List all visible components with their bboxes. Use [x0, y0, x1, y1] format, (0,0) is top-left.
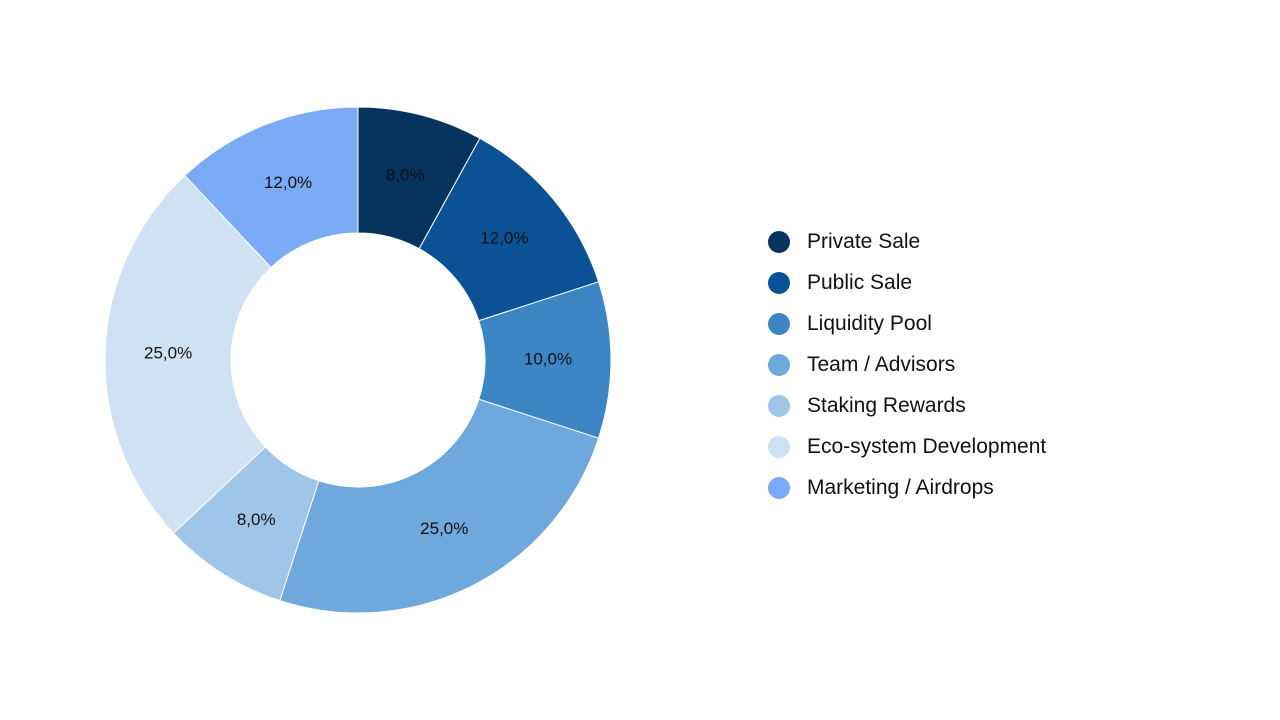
slice-label-liquidity-pool: 10,0% [524, 349, 572, 368]
legend-item-private-sale: Private Sale [768, 221, 1046, 262]
legend-label: Eco-system Development [807, 434, 1047, 458]
legend-label: Liquidity Pool [807, 311, 932, 335]
slice-label-staking-rewards: 8,0% [237, 510, 276, 529]
legend-label: Public Sale [807, 270, 913, 294]
slice-team-advisors [279, 398, 600, 614]
legend-label: Private Sale [807, 229, 921, 253]
slice-label-eco-system-development: 25,0% [144, 344, 192, 363]
legend-swatch [768, 476, 790, 499]
legend-swatch [768, 312, 790, 335]
legend: Private Sale Public Sale Liquidity Pool Tea… [768, 221, 1046, 508]
legend-item-liquidity-pool: Liquidity Pool [768, 303, 1046, 344]
legend-swatch [768, 394, 790, 417]
slice-marketing-airdrops [184, 106, 359, 269]
legend-label: Staking Rewards [807, 393, 966, 417]
legend-swatch [768, 353, 790, 376]
legend-item-staking-rewards: Staking Rewards [768, 385, 1046, 426]
legend-item-eco-system-development: Eco-system Development [768, 426, 1046, 467]
legend-item-marketing-airdrops: Marketing / Airdrops [768, 467, 1046, 508]
slice-label-public-sale: 12,0% [480, 228, 528, 247]
legend-label: Marketing / Airdrops [807, 475, 994, 499]
legend-item-team-advisors: Team / Advisors [768, 344, 1046, 385]
slice-label-marketing-airdrops: 12,0% [264, 173, 312, 192]
legend-label: Team / Advisors [807, 352, 956, 376]
legend-swatch [768, 435, 790, 458]
legend-swatch [768, 271, 790, 294]
legend-item-public-sale: Public Sale [768, 262, 1046, 303]
slice-eco-system-development [104, 174, 272, 534]
slice-label-private-sale: 8,0% [386, 165, 425, 184]
legend-swatch [768, 230, 790, 253]
slice-label-team-advisors: 25,0% [420, 519, 468, 538]
